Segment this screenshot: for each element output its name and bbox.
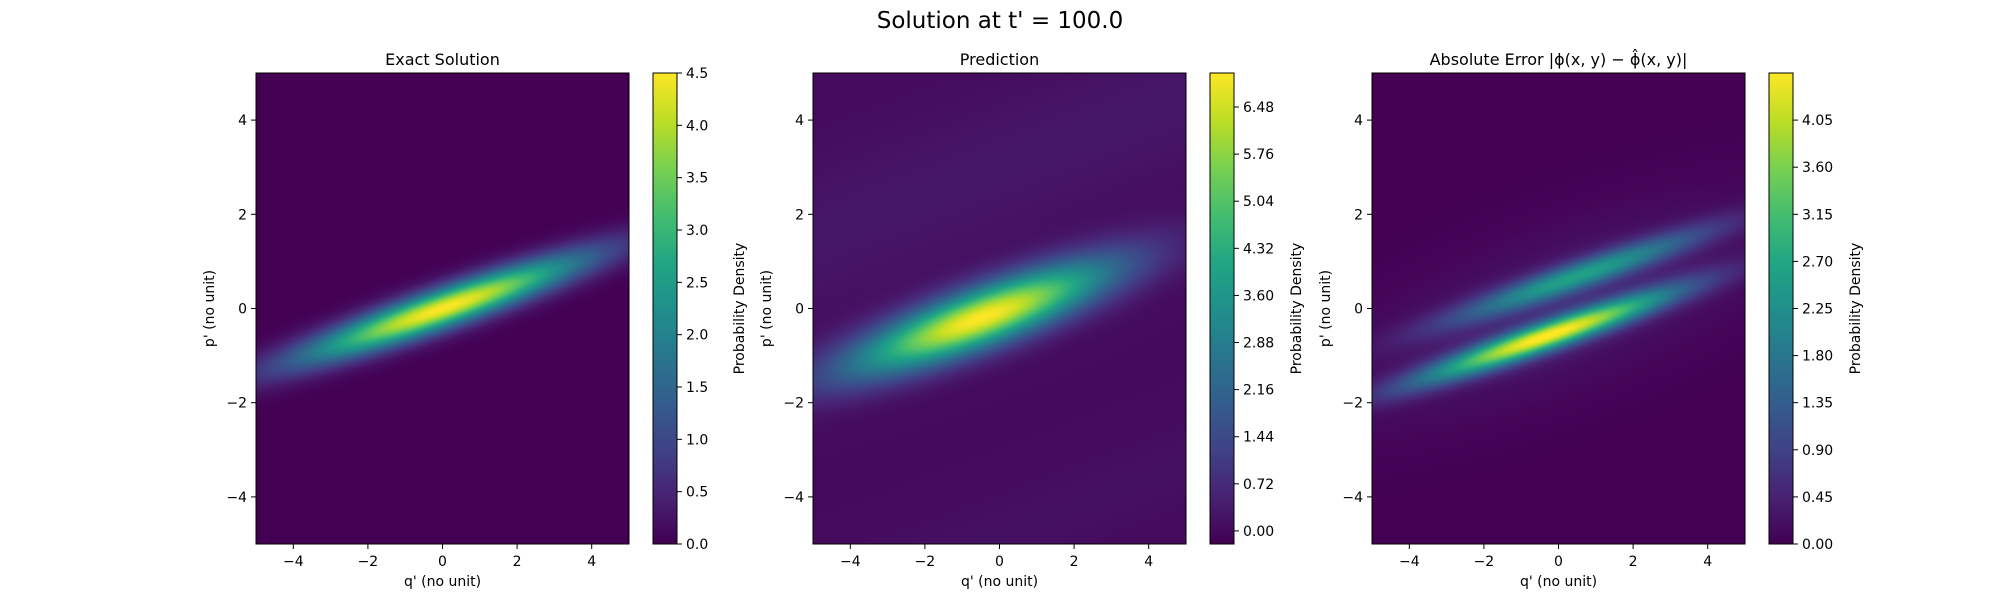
y-tick-label: 0 xyxy=(795,302,804,318)
y-tick-label: 4 xyxy=(238,113,247,129)
colorbar-tick-label: 3.60 xyxy=(1802,160,1833,176)
x-axis-label: q' (no unit) xyxy=(404,574,481,590)
x-tick-label: 2 xyxy=(1629,554,1638,570)
y-tick-label: 2 xyxy=(1354,207,1363,223)
colorbar-frame xyxy=(1209,72,1235,545)
y-axis-label: p' (no unit) xyxy=(759,270,775,347)
colorbar-gradient xyxy=(1210,73,1234,544)
x-tick-label: −4 xyxy=(840,554,861,570)
colorbar-tick-label: 0.00 xyxy=(1802,537,1833,553)
colorbar-tick-label: 1.5 xyxy=(686,380,708,396)
colorbar-tick-label: 2.25 xyxy=(1802,302,1833,318)
colorbar-label: Probability Density xyxy=(1289,243,1305,375)
colorbar-frame xyxy=(652,72,678,545)
colorbar-tick-label: 4.5 xyxy=(686,66,708,82)
colorbar-tick-label: 2.0 xyxy=(686,328,708,344)
y-tick-label: −4 xyxy=(226,490,247,506)
x-tick-label: 0 xyxy=(995,554,1004,570)
colorbar-tick-label: 2.5 xyxy=(686,275,708,291)
colorbar-tick-label: 1.80 xyxy=(1802,349,1833,365)
colorbar-tick-label: 5.76 xyxy=(1243,147,1274,163)
colorbar-tick-label: 0.72 xyxy=(1243,477,1274,493)
heatmap-image xyxy=(1372,73,1745,544)
colorbar-gradient xyxy=(653,73,677,544)
x-tick-label: −4 xyxy=(283,554,304,570)
x-tick-label: −4 xyxy=(1399,554,1420,570)
colorbar-tick-label: 1.35 xyxy=(1802,396,1833,412)
y-tick-label: 0 xyxy=(1354,302,1363,318)
colorbar-label: Probability Density xyxy=(732,243,748,375)
x-tick-label: 4 xyxy=(587,554,596,570)
x-tick-label: 4 xyxy=(1144,554,1153,570)
y-tick-label: 2 xyxy=(238,207,247,223)
x-tick-label: −2 xyxy=(358,554,379,570)
colorbar-tick-label: 0.45 xyxy=(1802,490,1833,506)
colorbar-gradient xyxy=(1769,73,1793,544)
colorbar-tick-label: 1.44 xyxy=(1243,430,1274,446)
y-tick-label: 2 xyxy=(795,207,804,223)
y-tick-label: −4 xyxy=(1342,490,1363,506)
x-tick-label: −2 xyxy=(1474,554,1495,570)
colorbar-tick-label: 3.0 xyxy=(686,223,708,239)
x-tick-label: 2 xyxy=(513,554,522,570)
chart-title: Absolute Error |ϕ(x, y) − ϕ̂(x, y)| xyxy=(1430,49,1688,69)
colorbar-tick-label: 6.48 xyxy=(1243,100,1274,116)
y-tick-label: 0 xyxy=(238,302,247,318)
y-tick-label: 4 xyxy=(795,113,804,129)
colorbar-tick-label: 2.70 xyxy=(1802,254,1833,270)
x-tick-label: −2 xyxy=(915,554,936,570)
y-axis-label: p' (no unit) xyxy=(1318,270,1334,347)
colorbar-tick-label: 0.00 xyxy=(1243,524,1274,540)
chart-title: Prediction xyxy=(960,50,1039,69)
heatmap-image xyxy=(813,73,1186,544)
y-axis-label: p' (no unit) xyxy=(202,270,218,347)
x-tick-label: 0 xyxy=(1554,554,1563,570)
colorbar-tick-label: 3.60 xyxy=(1243,288,1274,304)
colorbar-tick-label: 3.15 xyxy=(1802,207,1833,223)
chart-title: Exact Solution xyxy=(385,50,500,69)
x-axis-label: q' (no unit) xyxy=(1520,574,1597,590)
y-tick-label: −2 xyxy=(226,396,247,412)
x-axis-label: q' (no unit) xyxy=(961,574,1038,590)
colorbar-tick-label: 3.5 xyxy=(686,171,708,187)
colorbar-tick-label: 5.04 xyxy=(1243,194,1274,210)
y-tick-label: −2 xyxy=(783,396,804,412)
y-tick-label: −2 xyxy=(1342,396,1363,412)
colorbar-tick-label: 4.0 xyxy=(686,118,708,134)
heatmap-image xyxy=(256,73,629,544)
colorbar-tick-label: 0.90 xyxy=(1802,443,1833,459)
colorbar-tick-label: 0.5 xyxy=(686,485,708,501)
colorbar-tick-label: 4.05 xyxy=(1802,113,1833,129)
colorbar-tick-label: 2.88 xyxy=(1243,336,1274,352)
colorbar-label: Probability Density xyxy=(1848,243,1864,375)
x-tick-label: 4 xyxy=(1703,554,1712,570)
colorbar-tick-label: 1.0 xyxy=(686,432,708,448)
y-tick-label: 4 xyxy=(1354,113,1363,129)
colorbar-tick-label: 2.16 xyxy=(1243,383,1274,399)
figure-title: Solution at t' = 100.0 xyxy=(876,8,1124,34)
x-tick-label: 0 xyxy=(438,554,447,570)
y-tick-label: −4 xyxy=(783,490,804,506)
x-tick-label: 2 xyxy=(1070,554,1079,570)
colorbar-tick-label: 4.32 xyxy=(1243,241,1274,257)
colorbar-tick-label: 0.0 xyxy=(686,537,708,553)
